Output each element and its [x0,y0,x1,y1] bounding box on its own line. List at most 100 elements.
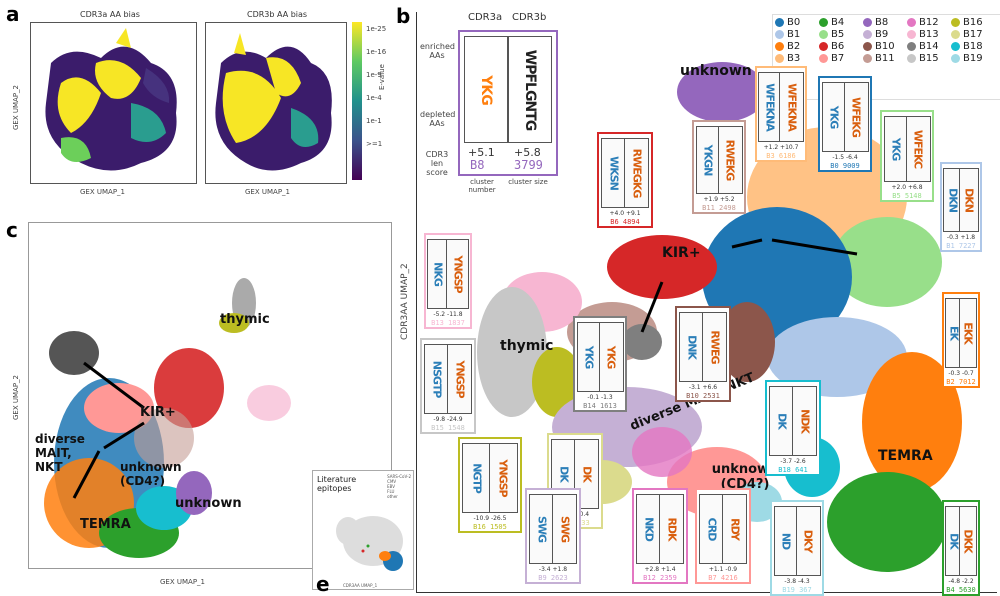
logo-letters: RWEKG [723,139,737,181]
legend-item: B5 [819,29,863,40]
key-enriched: enriched AAs [420,42,455,60]
legend-label: B3 [787,53,801,64]
logo-letters: RDK [665,517,678,541]
logo-cluster-id: B15 1548 [431,424,465,432]
logo-cdr3b: NDK [791,386,818,456]
logo-scores: -3.4 +1.8 [538,566,568,573]
logo-scores: -1.5 -6.4 [832,154,858,161]
logo-b5: YKG WFEKC +2.0 +6.8 B5 5148 [880,110,934,202]
logo-scores: -10.9 -26.5 [473,515,507,522]
legend-item: B3 [775,53,819,64]
logo-scores: -9.8 -24.9 [433,416,463,423]
b-label-kir: KIR+ [662,245,701,261]
legend-marker [951,54,960,63]
logo-cluster-id: B3 6186 [766,152,796,160]
logo-letters: WKSN [607,156,620,190]
logo-letters: WFEKNA [763,83,777,131]
colorbar-tick: 1e-9 [366,71,382,79]
legend-label: B8 [875,17,889,28]
legend-marker [907,54,916,63]
key-score-b: +5.8 [514,146,541,159]
logo-b0: YKG WFEKG -1.5 -6.4 B0 9009 [818,76,872,172]
key-logo-right-letters: WPFLGNTG [522,49,538,130]
logo-cluster-id: B19 367 [782,586,812,594]
logo-letters: YNGSP [496,459,510,497]
logo-cluster-id: B14 1613 [583,402,617,410]
legend-item: B1 [775,29,819,40]
logo-b9: SWG SWG -3.4 +1.8 B9 2623 [525,488,581,584]
umap-gex-plot [28,222,392,569]
legend-item: B9 [863,29,907,40]
logo-cluster-id: B18 641 [778,466,808,474]
logo-letters: YKG [582,345,596,369]
legend-marker [775,54,784,63]
legend-item: B19 [951,53,995,64]
logo-cdr3b: RDY [721,494,748,564]
legend-marker [951,42,960,51]
legend-item: B8 [863,17,907,28]
inset-legend: SARS-CoV-2 CMV EBV FLU other [387,474,411,499]
logo-letters: CRD [705,517,718,541]
legend-label: B10 [875,41,895,52]
colorbar-tick: 1e-1 [366,117,382,125]
logo-cluster-id: B16 1505 [473,523,507,531]
logo-cdr3b: WFEKG [843,82,869,152]
logo-scores: +2.0 +6.8 [891,184,923,191]
legend-label: B9 [875,29,889,40]
logo-cdr3b: RDK [658,494,685,564]
panel-a-letter: a [6,2,20,26]
logo-cdr3b: DKY [795,506,821,576]
legend-item: B2 [775,41,819,52]
logo-cdr3a: NGTP [461,443,492,513]
legend-label: B19 [963,53,983,64]
logo-b19: ND DKY -3.8 -4.3 B19 367 [770,500,824,596]
inset-legend-item: CMV [387,479,397,484]
inset-title: Literature epitopes [317,475,357,493]
logo-b7: CRD RDY +1.1 -0.9 B7 4216 [695,488,751,584]
logo-scores: +2.8 +1.4 [644,566,676,573]
logo-cluster-id: B10 2531 [686,392,720,400]
logo-scores: -3.8 -4.3 [784,578,810,585]
logo-letters: WFEKNA [785,83,799,131]
panel-a-title-right: CDR3b AA bias [247,10,308,19]
c-label-unknown: unknown [175,496,242,511]
colorbar-label: E-value [378,64,386,90]
logo-cdr3a: YKG [883,116,909,182]
legend-item: B16 [951,17,995,28]
legend-label: B13 [919,29,939,40]
key-logo-right: WPFLGNTG [508,36,552,143]
legend-marker [775,42,784,51]
colorbar-ticks: 1e-25 1e-16 1e-9 1e-4 1e-1 >=1 [366,18,386,156]
logo-b15: NSGTP YNGSP -9.8 -24.9 B15 1548 [420,338,476,434]
colorbar-tick: 1e-16 [366,48,387,56]
logo-letters: YKG [604,345,618,369]
logo-cdr3b: EKK [959,298,977,368]
logo-cluster-id: B9 2623 [538,574,568,582]
legend-label: B12 [919,17,939,28]
logo-letters: SWG [535,515,548,543]
inset-legend-item: EBV [387,484,396,489]
logo-scores: +1.2 +10.7 [763,144,799,151]
legend-item: B13 [907,29,951,40]
key-cluster-size: cluster size [508,178,548,186]
logo-cluster-id: B13 1837 [431,319,465,327]
panel-b-ylabel: CDR3AA UMAP_2 [400,263,410,340]
legend-item: B11 [863,53,907,64]
legend: B0 B4 B8 B12 B16 B1 B5 B9 B13 B17 B2 B6 B10 B14 B18 B3 B… [772,14,1000,100]
logo-b16: NGTP YNGSP -10.9 -26.5 B16 1505 [458,437,522,533]
logo-letters: DKY [801,529,815,553]
logo-cdr3b: YNGSP [488,443,519,513]
legend-label: B15 [919,53,939,64]
logo-cdr3b: RWEG [701,312,728,382]
legend-marker [863,54,872,63]
logo-cdr3b: RWEGKG [623,138,650,208]
c-label-diverse: diverse MAIT, NKT [35,432,85,474]
logo-letters: ND [779,532,793,550]
panel-a-ylabel: GEX UMAP_2 [12,85,20,130]
inset-legend-item: FLU [387,489,395,494]
panel-a-xlabel-right: GEX UMAP_1 [245,188,290,196]
legend-item: B17 [951,29,995,40]
logo-b13: NKG YNGSP -5.2 -11.8 B13 1837 [424,233,472,329]
logo-letters: DK [775,413,788,429]
legend-label: B6 [831,41,845,52]
